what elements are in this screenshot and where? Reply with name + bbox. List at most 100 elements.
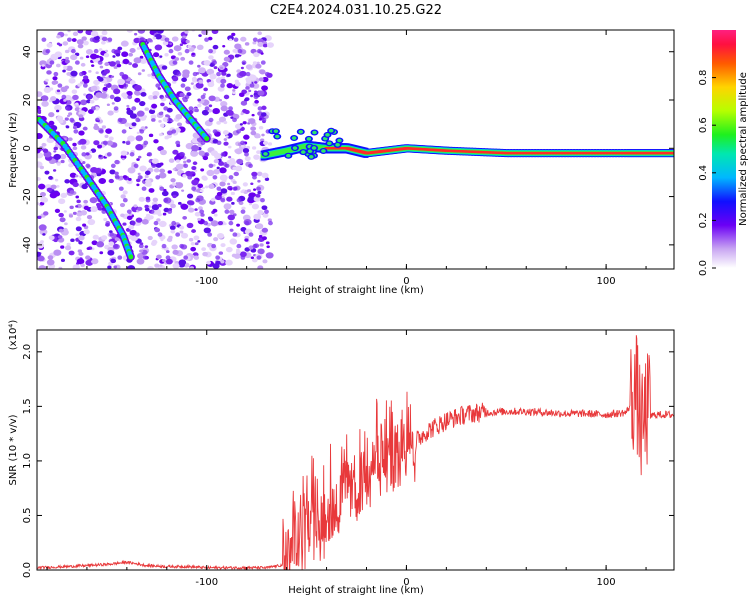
noise-speckle <box>253 51 260 58</box>
noise-speckle <box>37 91 43 97</box>
noise-speckle <box>50 96 57 102</box>
noise-streak <box>261 117 267 123</box>
noise-streak <box>107 37 113 42</box>
noise-speckle <box>53 150 57 153</box>
noise-speckle <box>240 36 247 42</box>
noise-speckle <box>186 200 193 205</box>
noise-streak <box>164 37 170 42</box>
noise-speckle <box>245 64 253 70</box>
noise-speckle <box>257 190 262 195</box>
noise-speckle <box>180 203 189 210</box>
signal-band-core <box>600 151 606 155</box>
signal-band-core <box>522 151 528 155</box>
noise-speckle <box>151 204 160 211</box>
noise-speckle <box>234 43 242 50</box>
noise-speckle <box>60 192 68 199</box>
noise-speckle <box>240 100 248 106</box>
noise-speckle <box>135 144 144 151</box>
noise-speckle <box>190 82 194 85</box>
colorbar-tick-label: 0.4 <box>698 165 709 181</box>
noise-streak <box>204 37 209 42</box>
noise-speckle <box>59 153 67 160</box>
noise-speckle <box>231 201 235 205</box>
noise-streak <box>176 71 182 77</box>
noise-streak <box>142 255 148 260</box>
noise-streak <box>252 243 258 249</box>
noise-speckle <box>136 258 145 265</box>
signal-blob-core <box>337 138 342 143</box>
noise-speckle <box>58 43 63 47</box>
snr-x-label: Height of straight line (km) <box>288 585 424 596</box>
noise-streak <box>183 163 189 168</box>
noise-streak <box>212 60 217 65</box>
noise-streak <box>256 186 261 191</box>
noise-speckle <box>60 258 65 262</box>
noise-speckle <box>85 152 90 156</box>
figure-title: C2E4.2024.031.10.25.G22 <box>270 3 442 18</box>
signal-band-core <box>537 151 543 155</box>
noise-speckle <box>239 70 247 77</box>
noise-speckle <box>154 33 162 40</box>
noise-speckle <box>158 172 167 179</box>
noise-speckle <box>244 42 250 46</box>
noise-speckle <box>208 104 213 108</box>
noise-streak <box>215 255 221 260</box>
noise-speckle <box>41 142 47 147</box>
noise-streak <box>257 106 263 111</box>
noise-speckle <box>39 201 45 206</box>
signal-blob-core <box>300 150 306 154</box>
signal-band-core <box>465 150 471 153</box>
noise-speckle <box>184 30 189 34</box>
noise-speckle <box>114 159 120 165</box>
noise-speckle <box>75 226 82 232</box>
signal-blob-core <box>325 133 330 137</box>
noise-speckle <box>218 161 225 166</box>
signal-band-core <box>519 151 525 155</box>
noise-speckle <box>252 41 257 45</box>
noise-speckle <box>52 76 58 81</box>
y-tick-label: 2.0 <box>22 344 33 360</box>
noise-speckle <box>175 159 181 163</box>
noise-speckle <box>37 242 45 249</box>
noise-speckle <box>37 176 41 181</box>
noise-speckle <box>157 87 162 90</box>
noise-speckle <box>165 258 173 265</box>
noise-speckle <box>154 263 160 268</box>
noise-speckle <box>255 223 264 230</box>
noise-speckle <box>159 123 165 128</box>
noise-speckle <box>108 136 114 141</box>
noise-speckle <box>122 58 130 65</box>
noise-speckle <box>257 90 265 96</box>
noise-streak <box>45 48 51 54</box>
noise-speckle <box>197 64 201 68</box>
y-tick-label: 0.5 <box>22 508 33 524</box>
noise-speckle <box>78 235 85 241</box>
noise-speckle <box>165 250 170 254</box>
noise-speckle <box>78 114 84 119</box>
noise-speckle <box>56 184 60 188</box>
noise-speckle <box>134 84 142 92</box>
noise-speckle <box>197 217 201 221</box>
noise-speckle <box>159 168 166 174</box>
noise-speckle <box>43 211 49 216</box>
noise-speckle <box>218 251 224 255</box>
noise-speckle <box>63 98 67 102</box>
signal-band-core <box>516 151 522 155</box>
noise-speckle <box>146 38 153 43</box>
noise-speckle <box>38 183 46 190</box>
noise-streak <box>73 129 79 134</box>
noise-speckle <box>171 244 178 250</box>
noise-speckle <box>76 199 81 204</box>
noise-speckle <box>72 125 78 130</box>
noise-speckle <box>216 233 225 239</box>
noise-speckle <box>258 77 264 82</box>
noise-speckle <box>143 115 147 119</box>
snr-y-label: SNR (10 * v/v) <box>8 414 19 485</box>
noise-speckle <box>114 171 119 176</box>
noise-speckle <box>220 78 227 84</box>
signal-blob-core <box>307 149 313 153</box>
noise-speckle <box>153 168 160 173</box>
noise-speckle <box>126 90 133 97</box>
noise-speckle <box>236 69 241 74</box>
noise-speckle <box>240 66 244 70</box>
